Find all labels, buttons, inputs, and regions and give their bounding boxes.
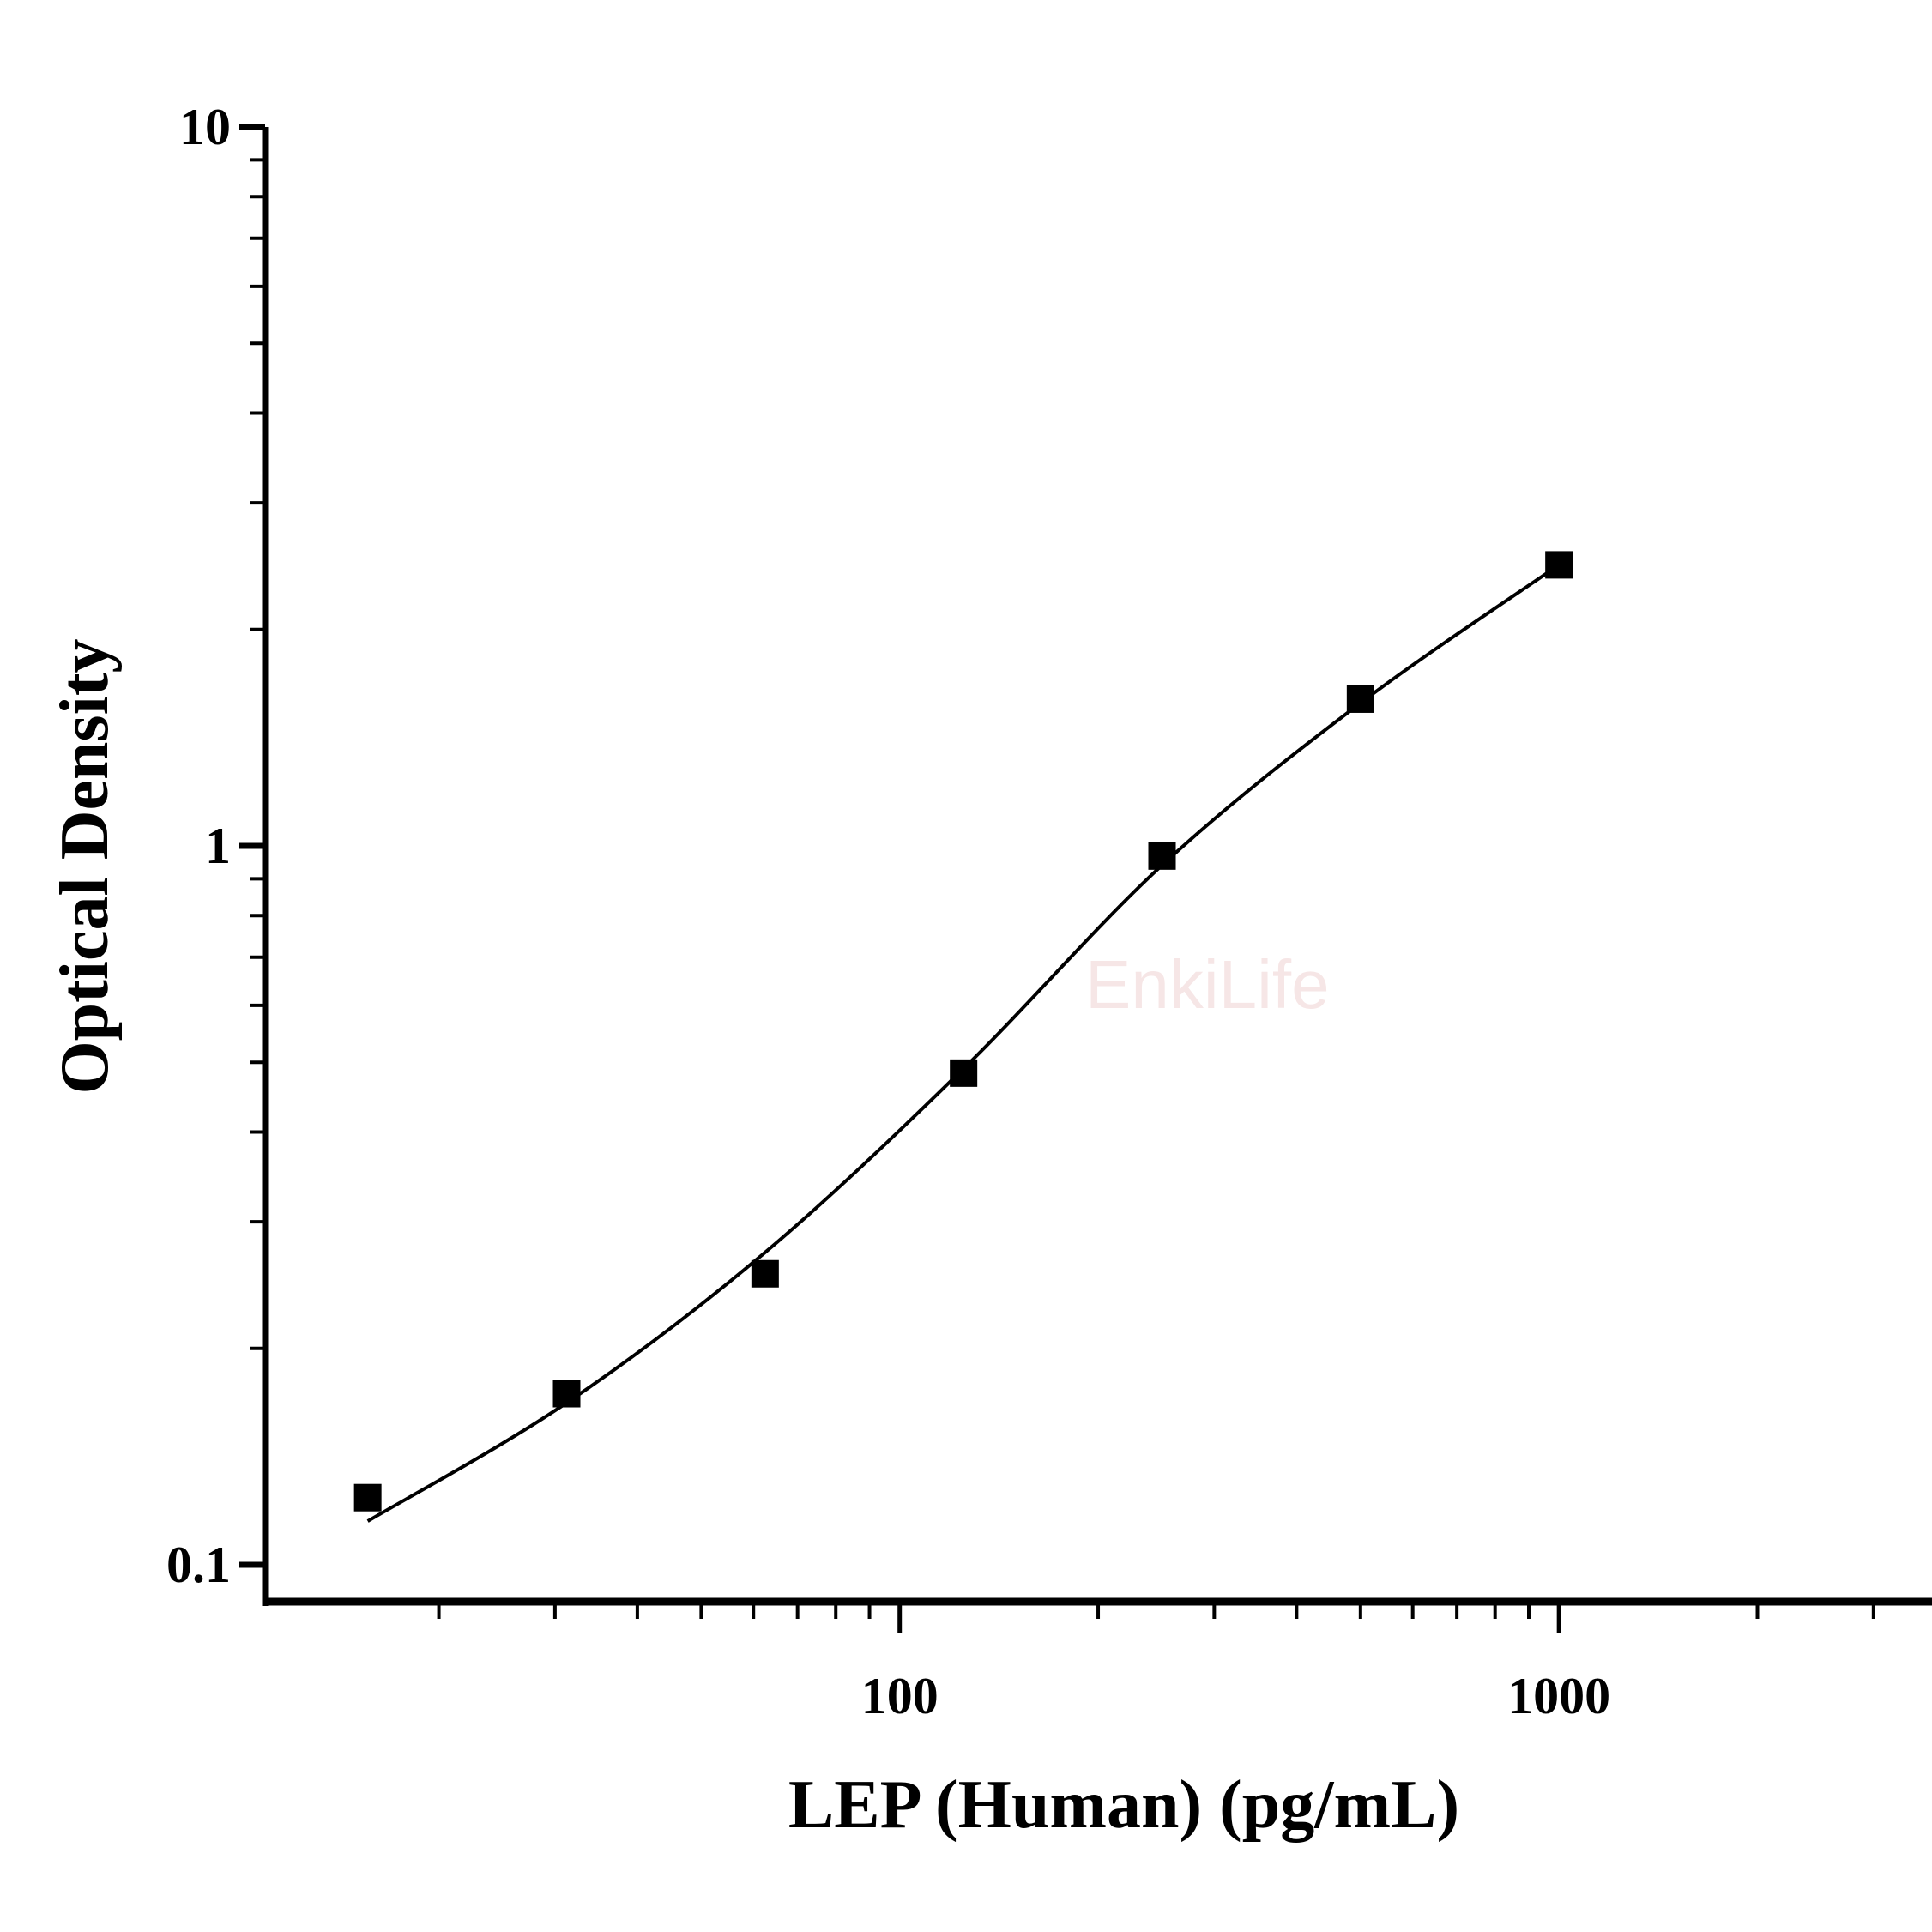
x-axis-title: LEP (Human) (pg/mL): [788, 1767, 1459, 1843]
fit-curve: [366, 563, 1561, 1523]
data-point: [1545, 551, 1573, 579]
x-tick-label: 100: [861, 1668, 939, 1724]
data-point: [1148, 842, 1176, 870]
fit-curve-group: [366, 563, 1561, 1523]
data-points: [353, 551, 1573, 1512]
data-point: [1346, 685, 1374, 713]
data-point: [950, 1059, 978, 1087]
axes: [239, 124, 1932, 1633]
x-tick-label: 1000: [1507, 1668, 1610, 1724]
data-point: [751, 1259, 779, 1288]
data-point: [552, 1380, 581, 1408]
tick-labels: 100 1000 0.1 1 10: [166, 99, 1610, 1724]
y-axis-title: Optical Density: [47, 638, 123, 1094]
watermark: EnkiLife: [1085, 946, 1330, 1023]
y-tick-label: 10: [179, 99, 231, 155]
y-tick-label: 0.1: [166, 1537, 231, 1593]
y-tick-label: 1: [205, 818, 231, 874]
data-point: [353, 1483, 382, 1512]
